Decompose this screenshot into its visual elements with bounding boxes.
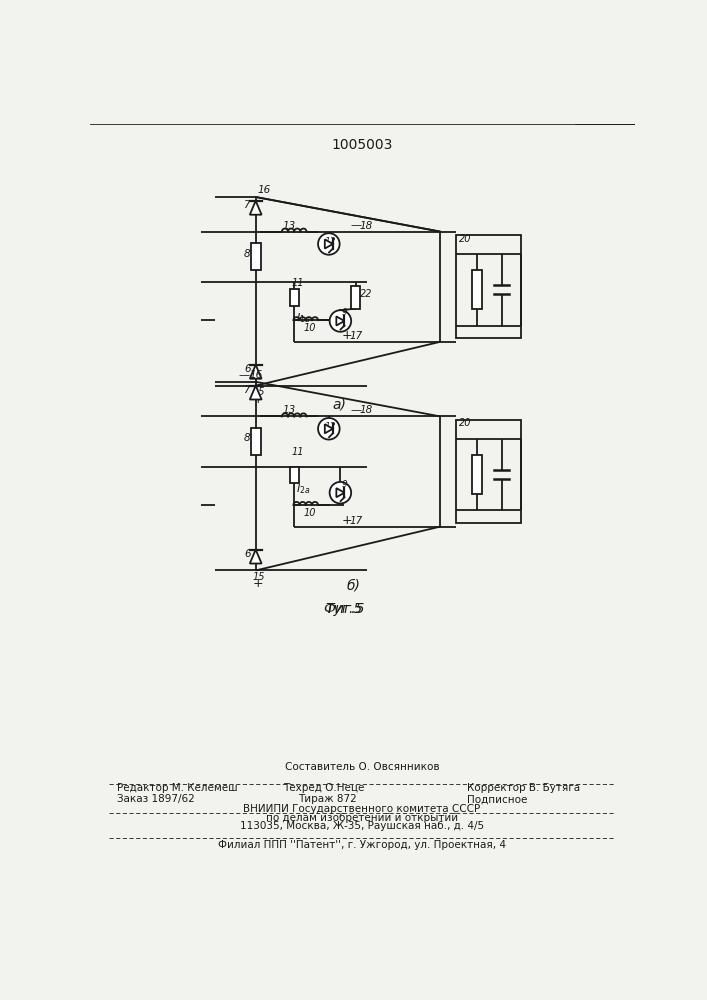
Bar [456, 235, 521, 338]
Polygon shape [250, 386, 262, 400]
Circle shape [318, 233, 339, 255]
Polygon shape [337, 316, 344, 326]
Bar [472, 270, 482, 309]
Polygon shape [250, 365, 262, 379]
Text: —: — [351, 405, 361, 415]
Text: 10: 10 [303, 508, 316, 518]
Text: $I_{2a}$: $I_{2a}$ [296, 483, 310, 496]
Text: ВНИИПИ Государственного комитета СССР: ВНИИПИ Государственного комитета СССР [243, 804, 481, 814]
Text: 12: 12 [325, 237, 336, 246]
Text: 12: 12 [325, 422, 336, 431]
Text: 1005003: 1005003 [332, 138, 392, 152]
Text: б): б) [346, 579, 361, 593]
Text: 7: 7 [243, 385, 250, 395]
Text: а): а) [333, 398, 346, 412]
Text: 20: 20 [459, 234, 472, 244]
Text: 9: 9 [342, 308, 348, 317]
Text: $I_{1a}$: $I_{1a}$ [296, 311, 310, 325]
Text: 17: 17 [350, 331, 363, 341]
Text: Тираж 872: Тираж 872 [298, 794, 357, 804]
Bar [251, 243, 261, 270]
Text: 15: 15 [252, 387, 265, 397]
Text: 20: 20 [459, 418, 472, 428]
Text: 113035, Москва, Ж-35, Раушская наб., д. 4/5: 113035, Москва, Ж-35, Раушская наб., д. … [240, 821, 484, 831]
Text: Заказ 1897/62: Заказ 1897/62 [117, 794, 195, 804]
Text: —: — [351, 221, 361, 231]
Bar [456, 420, 521, 523]
Text: Подписное: Подписное [467, 794, 528, 804]
Text: 10: 10 [303, 323, 316, 333]
Text: 18: 18 [360, 221, 373, 231]
Polygon shape [325, 424, 333, 433]
Polygon shape [337, 488, 344, 497]
Bar [251, 428, 261, 455]
Text: Τуг.5: Τуг.5 [326, 602, 363, 616]
Polygon shape [325, 239, 333, 249]
Text: 16: 16 [250, 370, 263, 380]
Text: 8: 8 [244, 249, 251, 259]
Circle shape [329, 482, 351, 503]
Text: 13: 13 [283, 405, 296, 415]
Text: по делам изобретений и открытий: по делам изобретений и открытий [266, 813, 458, 823]
Polygon shape [250, 201, 262, 215]
Text: 17: 17 [350, 516, 363, 526]
Text: Корректор В. Бутяга: Корректор В. Бутяга [467, 783, 580, 793]
Polygon shape [250, 550, 262, 564]
Circle shape [329, 310, 351, 332]
Text: 7: 7 [243, 200, 250, 210]
Text: 11: 11 [291, 447, 303, 457]
Text: +: + [252, 577, 263, 590]
Text: 6: 6 [244, 364, 251, 374]
Text: +: + [252, 393, 263, 406]
Bar [290, 289, 299, 306]
Text: 15: 15 [252, 572, 265, 582]
Text: Редактор М. Келемеш: Редактор М. Келемеш [117, 783, 238, 793]
Text: 6: 6 [244, 549, 251, 559]
Text: +: + [342, 329, 353, 342]
Circle shape [318, 418, 339, 440]
Text: 16: 16 [257, 185, 271, 195]
Text: Техред О.Неце: Техред О.Неце [283, 783, 364, 793]
Text: Составитель О. Овсянников: Составитель О. Овсянников [285, 762, 439, 772]
Text: 18: 18 [360, 405, 373, 415]
Bar [351, 286, 361, 309]
Text: 11: 11 [291, 278, 303, 288]
Text: 9: 9 [342, 480, 348, 489]
Text: 13: 13 [283, 221, 296, 231]
Text: Фиг.5: Фиг.5 [324, 602, 365, 616]
Text: +: + [342, 514, 353, 527]
Text: 22: 22 [360, 289, 372, 299]
Text: Филиал ППП ''Патент'', г. Ужгород, ул. Проектная, 4: Филиал ППП ''Патент'', г. Ужгород, ул. П… [218, 840, 506, 850]
Text: 8: 8 [244, 433, 251, 443]
Bar [472, 455, 482, 494]
Text: —: — [239, 370, 250, 380]
Bar [290, 466, 299, 483]
